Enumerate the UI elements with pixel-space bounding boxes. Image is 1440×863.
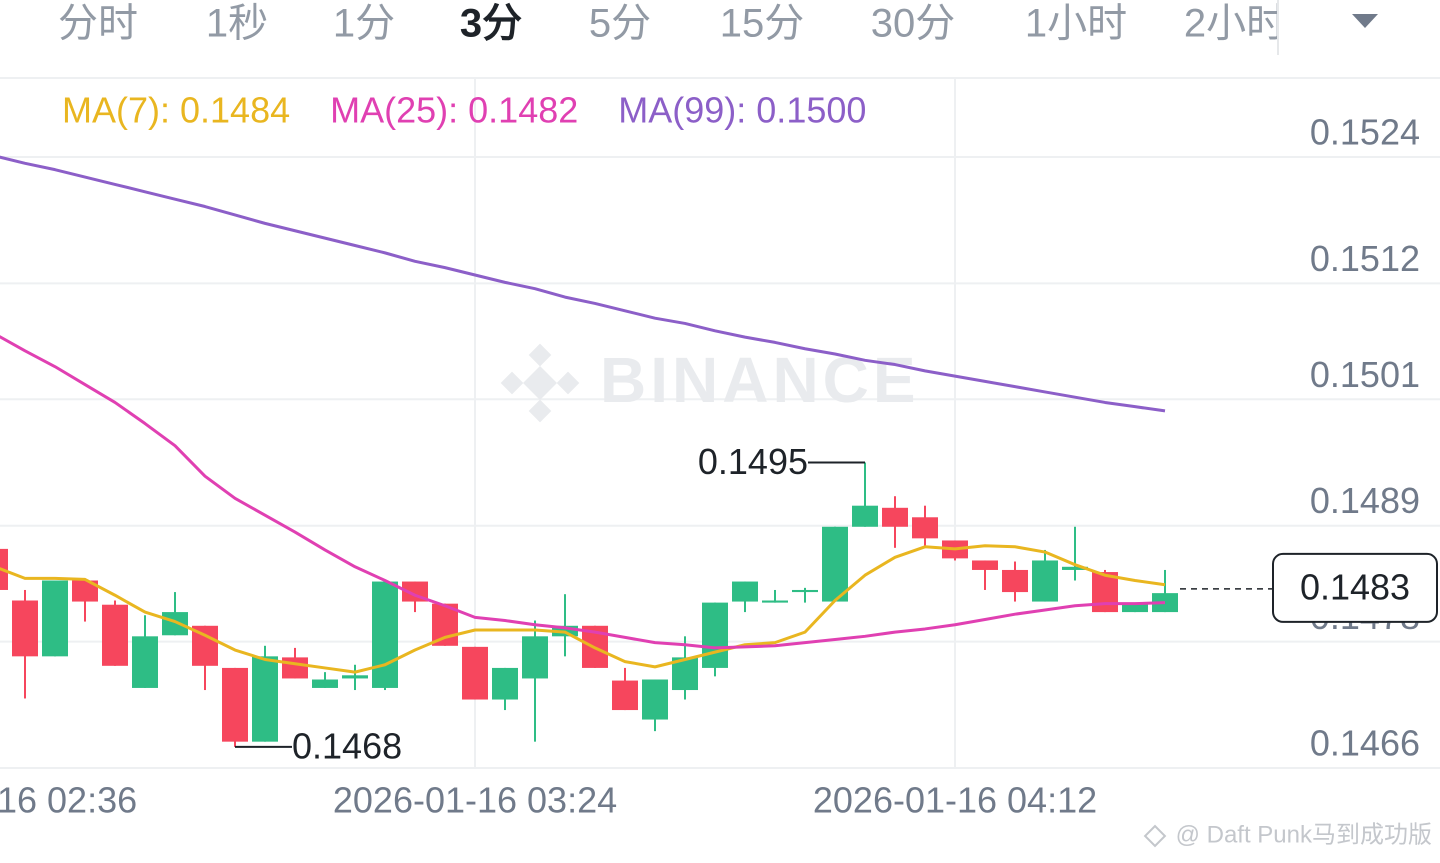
dropdown-icon[interactable] [1352,14,1378,28]
candle-body [162,612,188,636]
credit: @ Daft Punk马到成功版 [1176,821,1432,848]
candle-body [912,517,938,539]
overlay: 0.1495 0.1468 0.1483 [235,441,1438,766]
candle-body [882,507,908,527]
legend: MA(7): 0.1484 MA(25): 0.1482 MA(99): 0.150… [62,90,866,131]
candle-body [222,667,248,742]
candle-body [342,675,368,679]
candle-body [312,679,338,688]
tab-bar: 分时 1秒 1分 3分 5分 15分 30分 1小时 2小时 [58,2,1286,46]
y-tick-label: 0.1466 [1310,723,1420,764]
legend-entry: MA(7): 0.1484 [62,90,290,131]
candle-body [642,679,668,720]
candle-body [822,526,848,602]
watermark-text: BINANCE [600,344,920,416]
candle-body [522,636,548,679]
candle-body [1032,560,1058,602]
current-price-box [1272,552,1438,623]
candle-body [462,646,488,700]
candle-body [1122,603,1148,613]
tab[interactable]: 3分 [460,2,522,46]
legend-entry: MA(25): 0.1482 [330,90,578,131]
candle-body [1062,566,1088,570]
candle-body [72,580,98,602]
candle-body [42,580,68,657]
ma-line [0,155,1166,413]
y-tick-label: 0.1524 [1310,112,1420,153]
y-tick-label: 0.1489 [1310,480,1420,521]
tab[interactable]: 5分 [589,2,651,46]
candle-body [702,602,728,668]
axes: 0.14660.14780.14890.15010.15120.15242026… [0,112,1420,821]
candle-body [372,581,398,688]
grid [0,78,1440,769]
tab[interactable]: 2小时 [1184,2,1286,46]
tab[interactable]: 1小时 [1025,2,1127,46]
candle-body [972,560,998,570]
candle-body [612,680,638,711]
plot-area [0,155,1178,747]
candle-body [1002,569,1028,593]
current-price-label: 0.1483 [1300,566,1410,607]
y-tick-label: 0.1512 [1310,238,1420,279]
x-tick-label: 2026-01-16 04:12 [813,780,1097,821]
watermark-logo [500,343,580,423]
tab[interactable]: 1秒 [206,2,268,46]
ma-line [0,544,1166,674]
candle-body [852,505,878,527]
tab[interactable]: 15分 [720,2,805,46]
candle-body [762,600,788,603]
x-tick-label: 2026-01-16 02:36 [0,780,137,821]
candle-body [102,604,128,666]
x-tick-label: 2026-01-16 03:24 [333,780,617,821]
candle-body [12,600,38,657]
candle-body [132,636,158,688]
legend-entry: MA(99): 0.1500 [618,90,866,131]
candle-body [792,589,818,593]
tab[interactable]: 分时 [58,2,138,46]
candle-body [252,656,278,742]
annotation: 0.1495 [698,441,808,482]
annotation: 0.1468 [292,725,402,766]
ma-line [0,335,1166,650]
candle-body [492,667,518,700]
candle-body [282,657,308,679]
watermark: BINANCE [500,343,920,423]
credit-icon [1143,824,1167,848]
tab[interactable]: 30分 [871,2,956,46]
y-tick-label: 0.1501 [1310,354,1420,395]
candle-body [732,581,758,602]
tab[interactable]: 1分 [333,2,395,46]
